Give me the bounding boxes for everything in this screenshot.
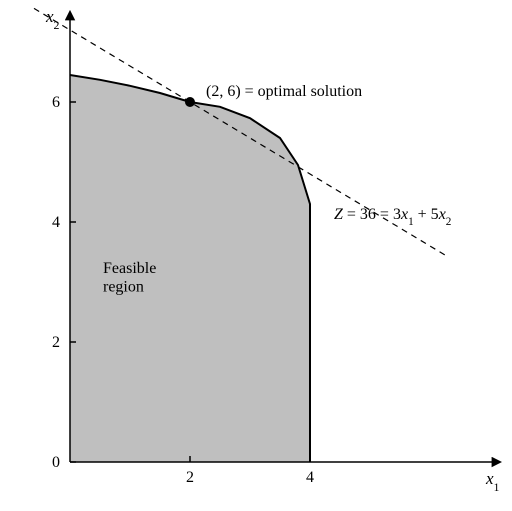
y-tick-label: 4 bbox=[52, 214, 60, 231]
y-tick-label: 6 bbox=[52, 94, 60, 111]
optimal-point-label: (2, 6) = optimal solution bbox=[206, 83, 362, 100]
optimal-point bbox=[185, 97, 195, 107]
y-tick-label: 0 bbox=[52, 454, 60, 471]
x-tick-label: 2 bbox=[186, 469, 194, 486]
x-tick-label: 4 bbox=[306, 469, 314, 486]
lp-chart: 240246(2, 6) = optimal solutionZ = 36 = … bbox=[0, 0, 512, 511]
y-tick-label: 2 bbox=[52, 334, 60, 351]
